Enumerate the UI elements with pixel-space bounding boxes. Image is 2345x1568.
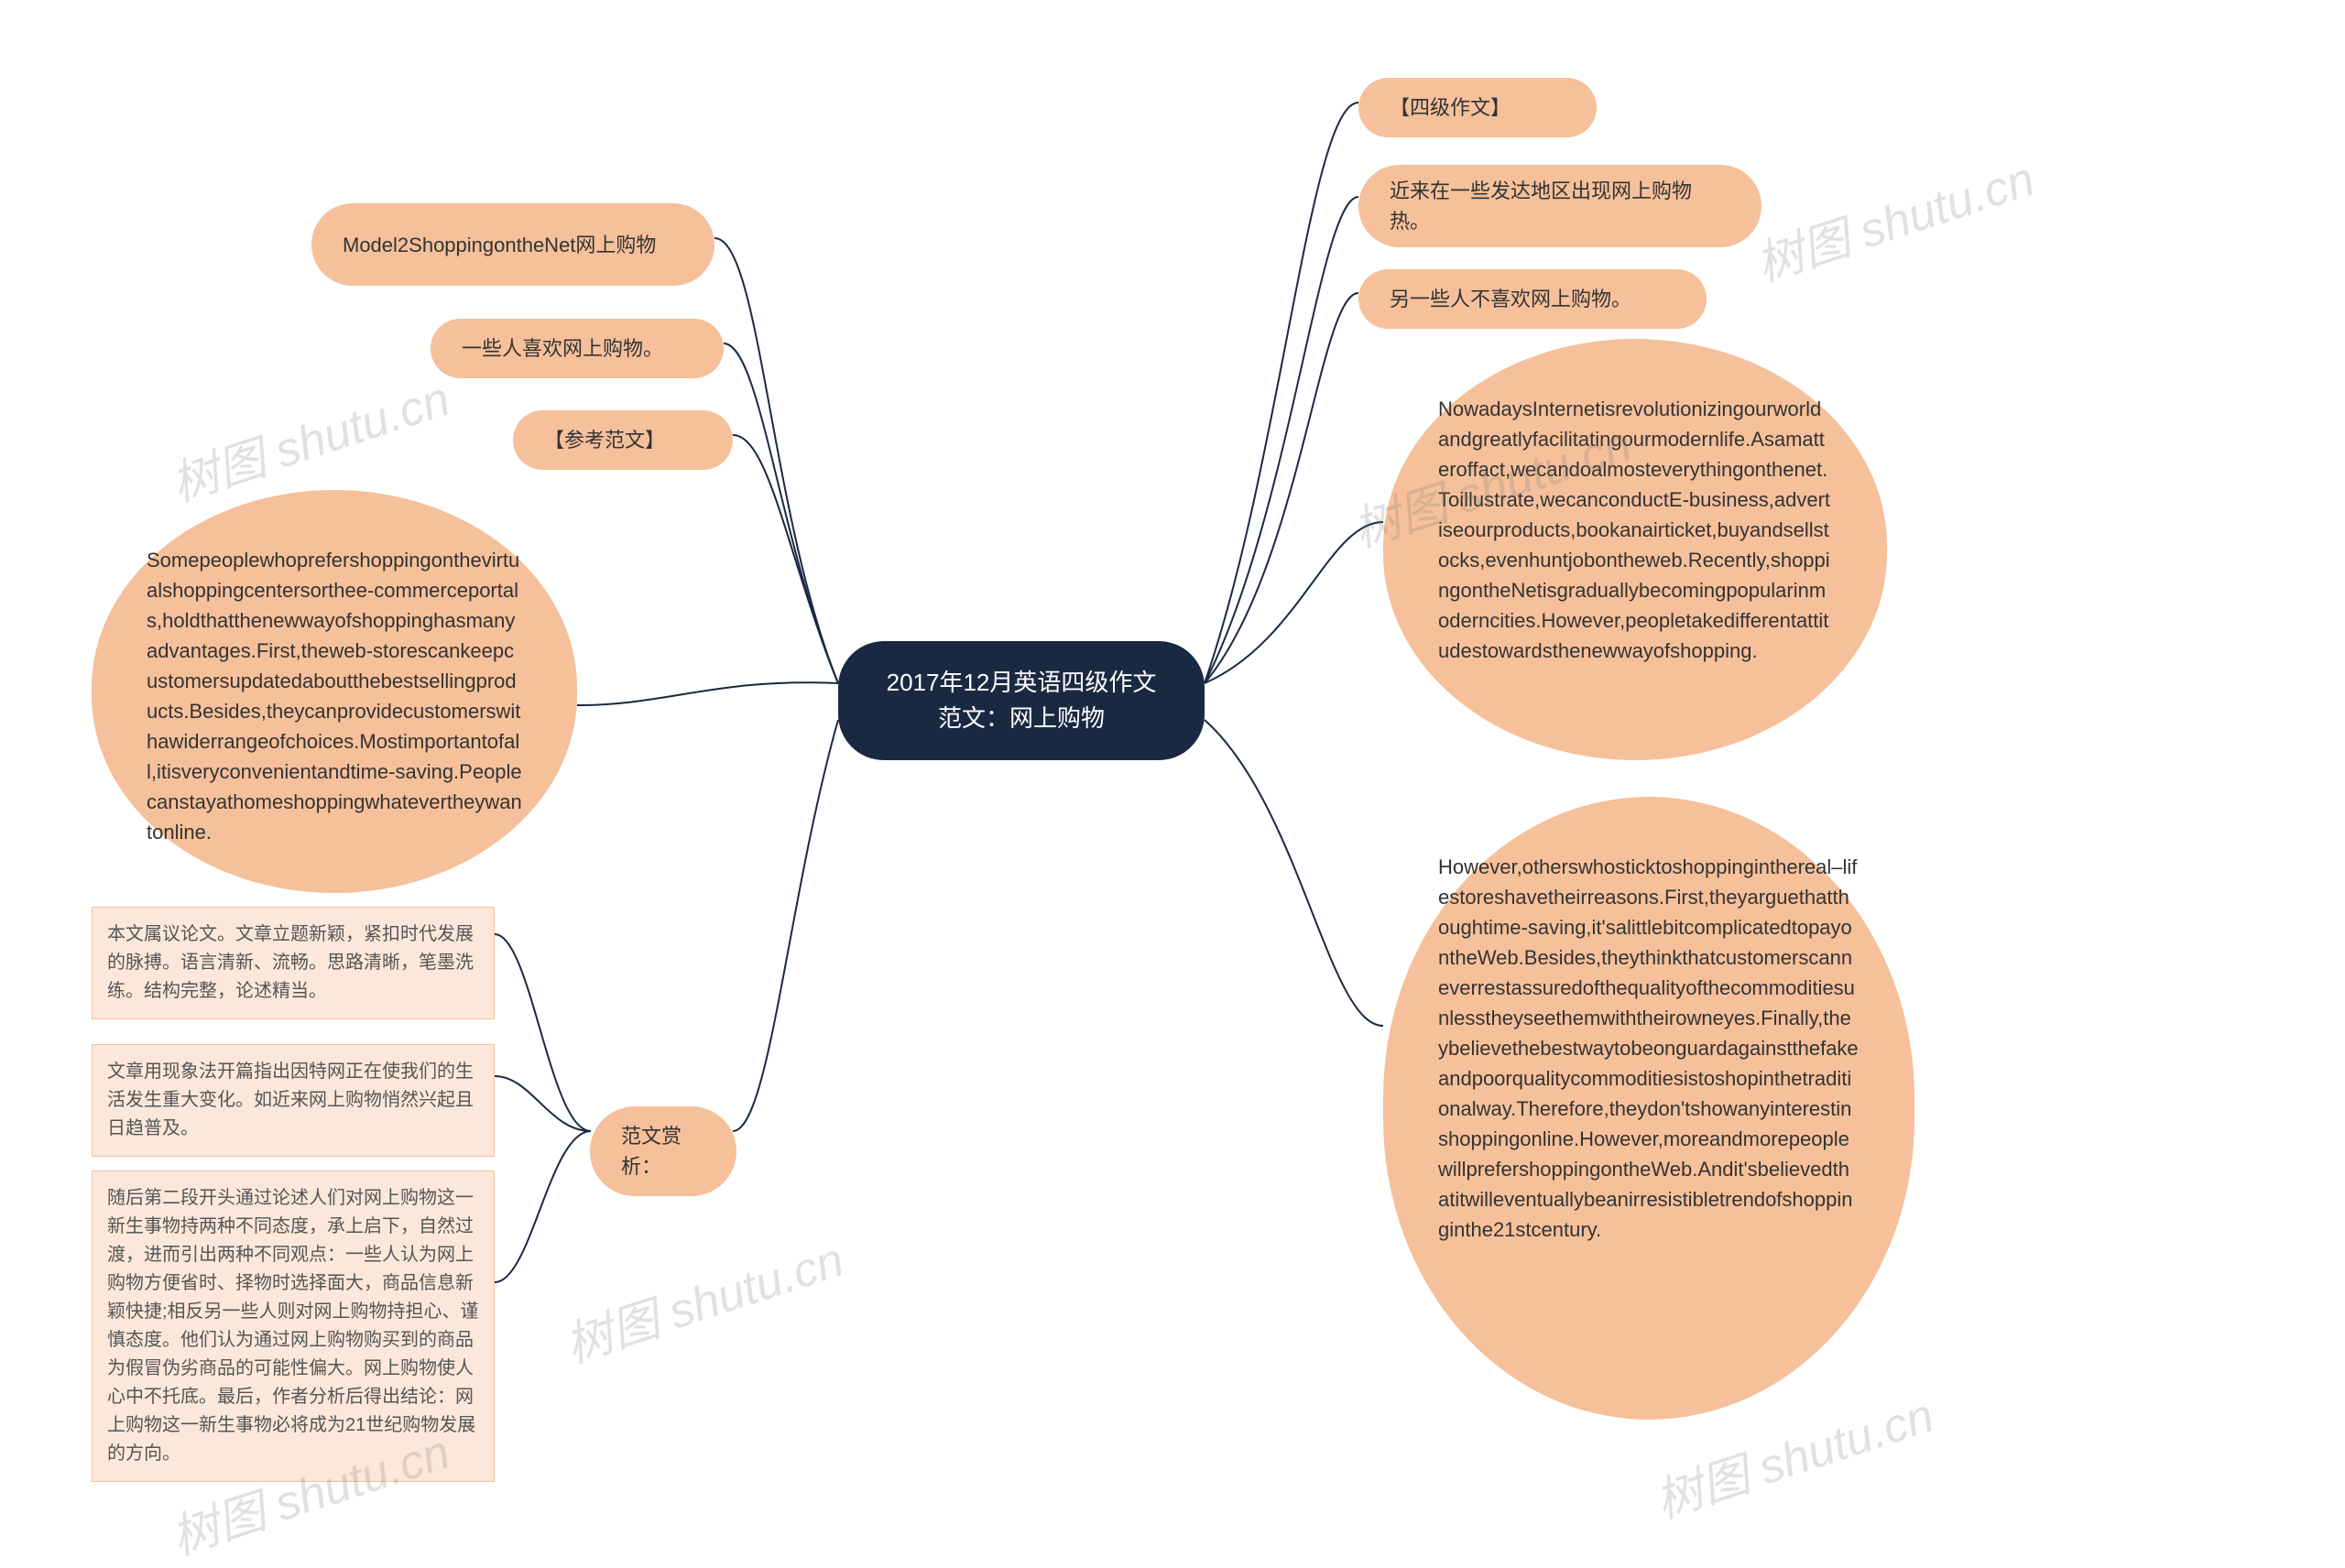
node-l5b[interactable]: 文章用现象法开篇指出因特网正在使我们的生活发生重大变化。如近来网上购物悄然兴起且… bbox=[92, 1044, 495, 1157]
node-l5a[interactable]: 本文属议论文。文章立题新颖，紧扣时代发展的脉搏。语言清新、流畅。思路清晰，笔墨洗… bbox=[92, 907, 495, 1019]
node-l4[interactable]: Somepeoplewhoprefershoppingonthevirtuals… bbox=[92, 490, 577, 893]
node-l5c-text: 随后第二段开头通过论述人们对网上购物这一新生事物持两种不同态度，承上启下，自然过… bbox=[107, 1188, 479, 1464]
node-l1[interactable]: Model2ShoppingontheNet网上购物 bbox=[311, 203, 714, 286]
node-r4[interactable]: NowadaysInternetisrevolutionizingourworl… bbox=[1383, 339, 1887, 760]
node-r1[interactable]: 【四级作文】 bbox=[1358, 78, 1597, 137]
node-l5b-text: 文章用现象法开篇指出因特网正在使我们的生活发生重大变化。如近来网上购物悄然兴起且… bbox=[107, 1062, 474, 1138]
node-r3-text: 另一些人不喜欢网上购物。 bbox=[1390, 284, 1631, 314]
node-l5a-text: 本文属议论文。文章立题新颖，紧扣时代发展的脉搏。语言清新、流畅。思路清晰，笔墨洗… bbox=[107, 924, 474, 1001]
node-l2-text: 一些人喜欢网上购物。 bbox=[462, 333, 663, 364]
node-r5-text: However,otherswhosticktoshoppingintherea… bbox=[1438, 855, 1859, 1241]
node-l5[interactable]: 范文赏析： bbox=[590, 1106, 736, 1196]
node-l2[interactable]: 一些人喜欢网上购物。 bbox=[431, 319, 724, 378]
mindmap-canvas: 2017年12月英语四级作文范文：网上购物 【四级作文】 近来在一些发达地区出现… bbox=[0, 0, 2345, 1538]
node-l3-text: 【参考范文】 bbox=[544, 425, 665, 455]
node-r3[interactable]: 另一些人不喜欢网上购物。 bbox=[1358, 269, 1707, 329]
node-l3[interactable]: 【参考范文】 bbox=[513, 410, 733, 470]
node-l5-text: 范文赏析： bbox=[621, 1121, 705, 1181]
node-l5c[interactable]: 随后第二段开头通过论述人们对网上购物这一新生事物持两种不同态度，承上启下，自然过… bbox=[92, 1171, 495, 1482]
node-r2-text: 近来在一些发达地区出现网上购物热。 bbox=[1390, 176, 1730, 236]
center-node[interactable]: 2017年12月英语四级作文范文：网上购物 bbox=[838, 641, 1205, 760]
center-text: 2017年12月英语四级作文范文：网上购物 bbox=[878, 665, 1164, 736]
node-r2[interactable]: 近来在一些发达地区出现网上购物热。 bbox=[1358, 165, 1761, 247]
watermark: 树图 shutu.cn bbox=[555, 1221, 851, 1376]
node-r5[interactable]: However,otherswhosticktoshoppingintherea… bbox=[1383, 797, 1914, 1420]
node-l4-text: Somepeoplewhoprefershoppingonthevirtuals… bbox=[147, 549, 522, 844]
node-r4-text: NowadaysInternetisrevolutionizingourworl… bbox=[1438, 397, 1830, 662]
node-r1-text: 【四级作文】 bbox=[1390, 93, 1511, 123]
node-l1-text: Model2ShoppingontheNet网上购物 bbox=[343, 230, 656, 260]
watermark: 树图 shutu.cn bbox=[1746, 140, 2042, 295]
